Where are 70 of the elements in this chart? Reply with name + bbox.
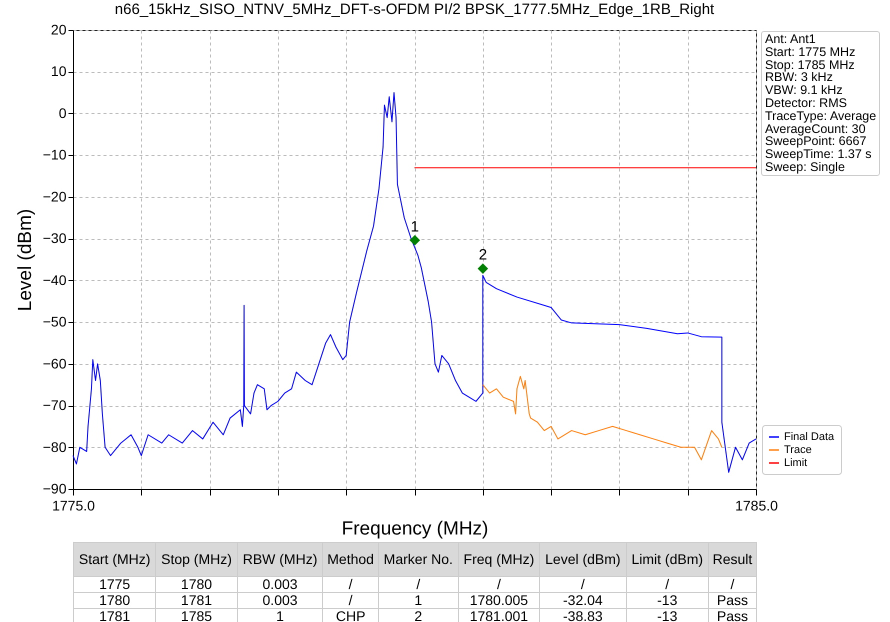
y-tick-label: 20 <box>50 22 67 38</box>
text: 1 <box>237 608 323 622</box>
line-series <box>482 376 722 460</box>
text: Pass <box>708 592 756 608</box>
text: VBW: 9.1 kHz <box>765 83 844 98</box>
x-axis-title: Frequency (MHz) <box>342 518 488 540</box>
text: 1780 <box>74 592 156 608</box>
text: Pass <box>708 608 756 622</box>
text: Limit (dBm) <box>626 542 708 576</box>
text: Marker No. <box>378 542 458 576</box>
chart-title: n66_15kHz_SISO_NTNV_5MHz_DFT-s-OFDM PI/2 BPSK_1777.5MHz_Edge_1RB_Right <box>114 1 716 18</box>
text: RBW: 3 kHz <box>765 70 834 84</box>
x-tick-label: 1785.0 <box>735 498 778 514</box>
text: 1781 <box>156 592 238 608</box>
y-tick-label: −90 <box>42 480 67 496</box>
y-tick-label: 0 <box>58 104 67 121</box>
text: / <box>322 576 378 592</box>
text: / <box>458 576 540 592</box>
text: Detector: RMS <box>765 96 848 110</box>
y-tick-label: −20 <box>42 188 67 204</box>
text: Stop: 1785 MHz <box>765 58 856 72</box>
text: 1781 <box>74 608 156 622</box>
text: / <box>626 576 708 592</box>
y-tick-label: −50 <box>42 314 67 330</box>
text: 0.003 <box>237 576 323 592</box>
text: -13 <box>626 592 708 608</box>
y-tick-label: −70 <box>42 397 67 414</box>
legend-label: Trace <box>784 444 812 456</box>
y-tick-label: −40 <box>42 272 67 288</box>
text: Ant: Ant1 <box>765 32 817 46</box>
text: -13 <box>626 608 708 622</box>
text: Freq (MHz) <box>458 542 540 576</box>
text: -32.04 <box>540 592 626 608</box>
line-series <box>72 92 756 473</box>
text: Result <box>708 542 756 576</box>
text: / <box>378 576 458 592</box>
text: Stop (MHz) <box>156 542 238 576</box>
text: 1781.001 <box>458 608 540 622</box>
y-tick-label: −60 <box>42 355 67 372</box>
text: Level (dBm) <box>540 542 626 576</box>
x-tick-label: 1775.0 <box>52 498 96 514</box>
text: 1780 <box>156 576 238 592</box>
text: 0.003 <box>237 592 323 608</box>
text: Method <box>322 542 378 576</box>
text: SweepTime: 1.37 s <box>765 147 873 162</box>
legend-label: Final Data <box>784 431 836 443</box>
text: Start: 1775 MHz <box>765 44 856 59</box>
text: / <box>708 576 756 592</box>
text: RBW (MHz) <box>237 542 323 576</box>
text: 1 <box>378 592 458 608</box>
text: 2 <box>378 608 458 622</box>
y-tick-label: −30 <box>42 230 67 246</box>
text: / <box>540 576 626 592</box>
text: 1780.005 <box>458 592 540 608</box>
y-tick-label: 10 <box>50 63 67 80</box>
annotation: 1 <box>410 218 420 236</box>
text: AverageCount: 30 <box>765 122 866 136</box>
annotation: 2 <box>478 246 488 264</box>
y-tick-label: −10 <box>42 146 67 163</box>
y-axis-title: Level (dBm) <box>14 208 36 312</box>
text: 1775 <box>74 576 156 592</box>
legend-label: Limit <box>784 457 808 469</box>
text: -38.83 <box>540 608 626 622</box>
text: CHP <box>322 608 378 622</box>
text: / <box>322 592 378 608</box>
text: 1785 <box>156 608 238 622</box>
text: Sweep: Single <box>765 160 846 174</box>
text: Start (MHz) <box>74 542 156 576</box>
y-tick-label: −80 <box>42 438 67 455</box>
text: TraceType: Average <box>765 108 876 123</box>
